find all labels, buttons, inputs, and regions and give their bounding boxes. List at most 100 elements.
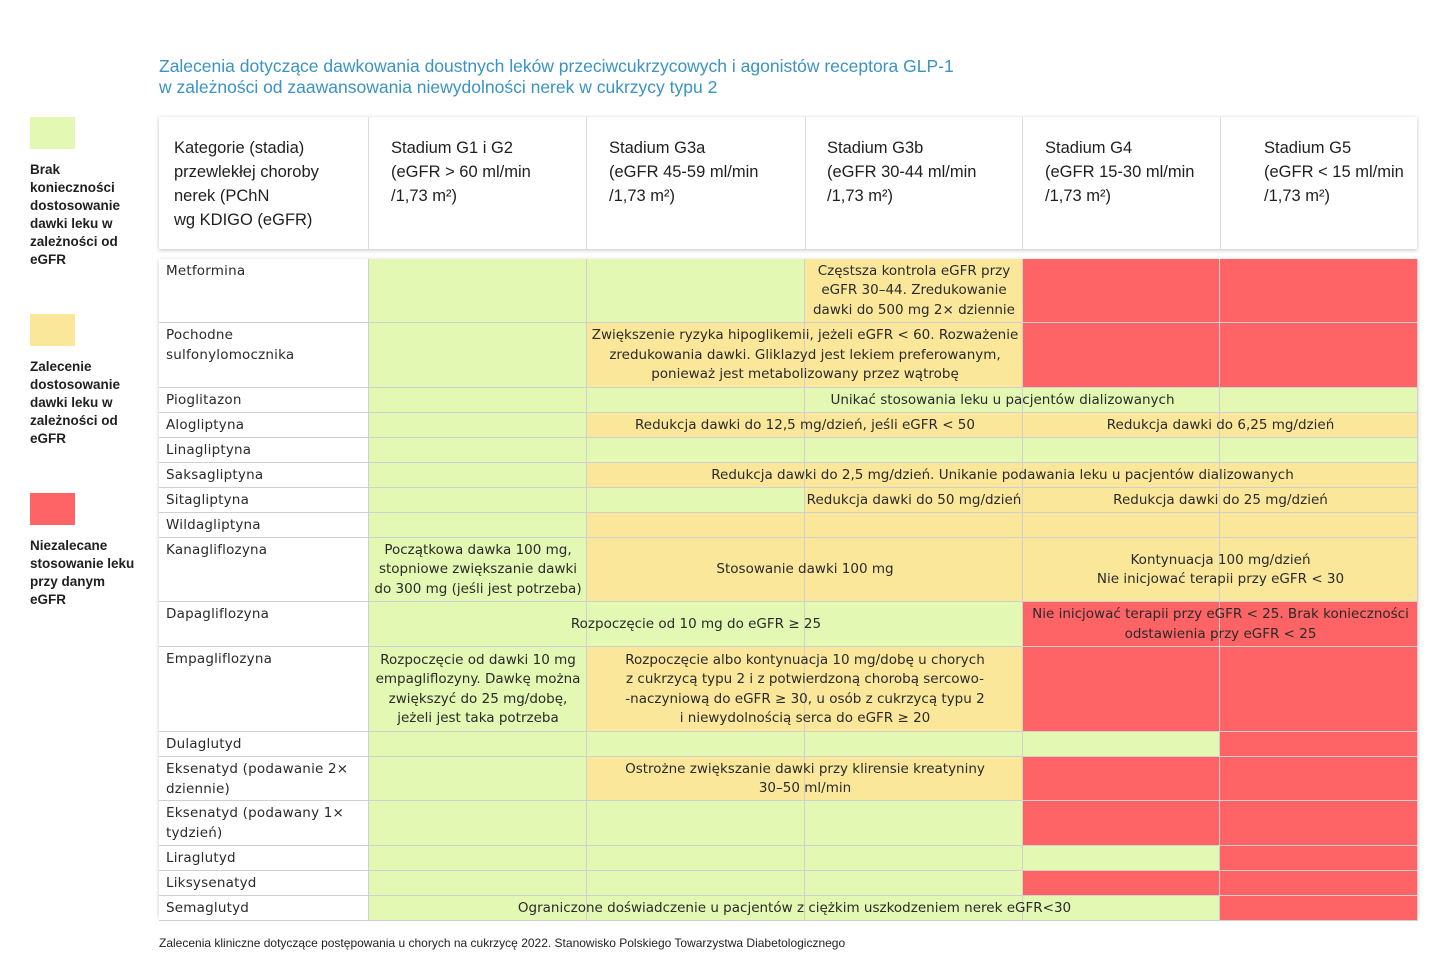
dosing-note: Rozpoczęcie od dawki 10 mg empagliflozyny… — [369, 651, 587, 729]
stage-cell-green — [587, 732, 805, 757]
dosing-note: Nie inicjować terapii przy eGFR < 25. Br… — [1023, 605, 1418, 644]
stage-cell-green — [369, 538, 587, 602]
stage-cell-green — [369, 602, 587, 647]
stage-cell-green — [1023, 846, 1220, 871]
stage-cell-green — [369, 757, 587, 801]
drug-name: Eksenatyd (podawanie 2× — [166, 761, 349, 777]
stage-cell-yellow — [587, 538, 805, 602]
drug-name: Liraglutyd — [166, 850, 236, 866]
header-category: Kategorie (stadia) przewlekłej choroby n… — [159, 117, 369, 249]
drug-name-cell: Linagliptyna — [159, 438, 369, 463]
stage-cell-green — [369, 846, 587, 871]
legend-swatch-green — [30, 117, 75, 149]
dosing-note: Redukcja dawki do 6,25 mg/dzień — [1023, 416, 1418, 436]
stage-cell-yellow — [587, 647, 805, 732]
stage-unit: /1,73 m²) — [827, 187, 894, 205]
drug-name: Wildagliptyna — [166, 517, 261, 533]
dosing-note-line: Redukcja dawki do 12,5 mg/dzień, jeśli e… — [635, 416, 975, 433]
stage-name: Stadium G4 — [1045, 139, 1133, 157]
stage-cell-yellow — [805, 413, 1023, 438]
stage-range: (eGFR < 15 ml/min — [1264, 163, 1404, 181]
dosing-note-line: Zwiększenie ryzyka hipoglikemii, jeżeli … — [591, 327, 1019, 344]
legend-swatch-red — [30, 493, 75, 525]
stage-cell-yellow — [805, 463, 1023, 488]
table-header: Kategorie (stadia) przewlekłej choroby n… — [159, 117, 1417, 249]
dosing-note-line: Częstsza kontrola eGFR przy — [817, 262, 1011, 279]
dosing-note-line: eGFR 30–44. Zredukowanie — [821, 282, 1007, 299]
stage-range: (eGFR > 60 ml/min — [391, 163, 531, 181]
stage-name: Stadium G3b — [827, 139, 924, 157]
stage-cell-yellow — [1220, 538, 1418, 602]
dosing-note: Kontynuacja 100 mg/dzień Nie inicjować te… — [1023, 551, 1418, 590]
stage-cell-red — [1220, 757, 1418, 801]
drug-name-cell: Dulaglutyd — [159, 732, 369, 757]
stage-cell-green — [369, 896, 587, 921]
stage-cell-red — [1220, 323, 1418, 388]
stage-cell-red — [1220, 871, 1418, 896]
stage-cell-red — [1220, 896, 1418, 921]
stage-cell-green — [369, 323, 587, 388]
stage-cell-green — [369, 801, 587, 846]
drug-name-cell: Pochodne sulfonylomocznika — [159, 323, 369, 388]
stage-range: (eGFR 15-30 ml/min — [1045, 163, 1195, 181]
legend-label-green: Brak konieczności dostosowanie dawki lek… — [30, 162, 121, 267]
drug-name: Pioglitazon — [166, 392, 242, 408]
header-stage-g3b: Stadium G3b (eGFR 30-44 ml/min /1,73 m²) — [806, 117, 1023, 249]
stage-cell-yellow — [1023, 538, 1220, 602]
stage-cell-green — [805, 438, 1023, 463]
stage-cell-red — [1220, 801, 1418, 846]
title-line-2: w zależności od zaawansowania niewydolno… — [159, 77, 718, 97]
stage-cell-red — [1023, 757, 1220, 801]
drug-name: Pochodne — [166, 327, 234, 343]
stage-cell-yellow — [1220, 463, 1418, 488]
drug-name-cell: Kanagliflozyna — [159, 538, 369, 602]
stage-cell-green — [587, 259, 805, 323]
stage-cell-yellow — [805, 538, 1023, 602]
stage-cell-yellow — [587, 513, 805, 538]
dosing-note-line: Stosowanie dawki 100 mg — [716, 561, 894, 578]
drug-name: Saksagliptyna — [166, 467, 264, 483]
stage-cell-red — [1023, 323, 1220, 388]
dosing-note-line: Nie inicjować terapii przy eGFR < 30 — [1096, 571, 1345, 587]
dosing-note-line: zredukowania dawki. Gliklazyd jest lekie… — [609, 346, 1001, 363]
dosing-note-line: empagliflozyny. Dawkę można — [375, 671, 581, 687]
dosing-note-line: Redukcja dawki do 2,5 mg/dzień. Unikanie… — [711, 466, 1294, 483]
dosing-note-line: Unikać stosowania leku u pacjentów diali… — [830, 391, 1175, 408]
dosing-note-line: dawki do 500 mg 2× dziennie — [812, 301, 1015, 318]
stage-cell-yellow — [1023, 463, 1220, 488]
stage-cell-green — [369, 732, 587, 757]
drug-name: dziennie) — [166, 780, 230, 797]
stage-name: Stadium G1 i G2 — [391, 139, 513, 157]
dosing-note-line: i niewydolnością serca do eGFR ≥ 20 — [679, 710, 931, 726]
stage-cell-green — [1023, 438, 1220, 463]
stage-cell-yellow — [1220, 513, 1418, 538]
page-title: Zalecenia dotyczące dawkowania doustnych… — [159, 56, 1159, 98]
stage-cell-red — [1220, 259, 1418, 323]
stage-cell-green — [1023, 732, 1220, 757]
stage-cell-red — [1023, 647, 1220, 732]
header-category-line: nerek (PChN — [174, 187, 270, 205]
stage-cell-yellow — [587, 413, 805, 438]
drug-name-cell: Empagliflozyna — [159, 647, 369, 732]
legend-label-yellow: Zalecenie dostosowanie dawki leku w zale… — [30, 359, 121, 446]
drug-name: Sitagliptyna — [166, 492, 250, 508]
drug-name-cell: Dapagliflozyna — [159, 602, 369, 647]
header-category-line: przewlekłej choroby — [174, 163, 319, 181]
drug-name: sulfonylomocznika — [166, 346, 295, 363]
dosing-note: Rozpoczęcie albo kontynuacja 10 mg/dobę … — [587, 651, 1023, 729]
stage-cell-red — [1023, 871, 1220, 896]
stage-range: (eGFR 45-59 ml/min — [609, 163, 759, 181]
dosing-note-line: Redukcja dawki do 6,25 mg/dzień — [1106, 416, 1335, 433]
stage-cell-green — [587, 388, 805, 413]
stage-cell-yellow — [805, 488, 1023, 513]
stage-cell-green — [369, 513, 587, 538]
dosing-table: Metformina Częstsza kontrola eGFR przy eGF… — [159, 259, 1418, 921]
drug-name-cell: Liraglutyd — [159, 846, 369, 871]
dosing-note-line: Rozpoczęcie od 10 mg do eGFR ≥ 25 — [570, 615, 822, 632]
stage-cell-yellow — [805, 757, 1023, 801]
dosing-note: Redukcja dawki do 50 mg/dzień — [805, 491, 1023, 511]
dosing-note-line: Początkowa dawka 100 mg, — [384, 541, 572, 558]
dosing-note: Początkowa dawka 100 mg, stopniowe zwięks… — [369, 541, 587, 600]
stage-cell-green — [587, 488, 805, 513]
stage-cell-green — [805, 801, 1023, 846]
